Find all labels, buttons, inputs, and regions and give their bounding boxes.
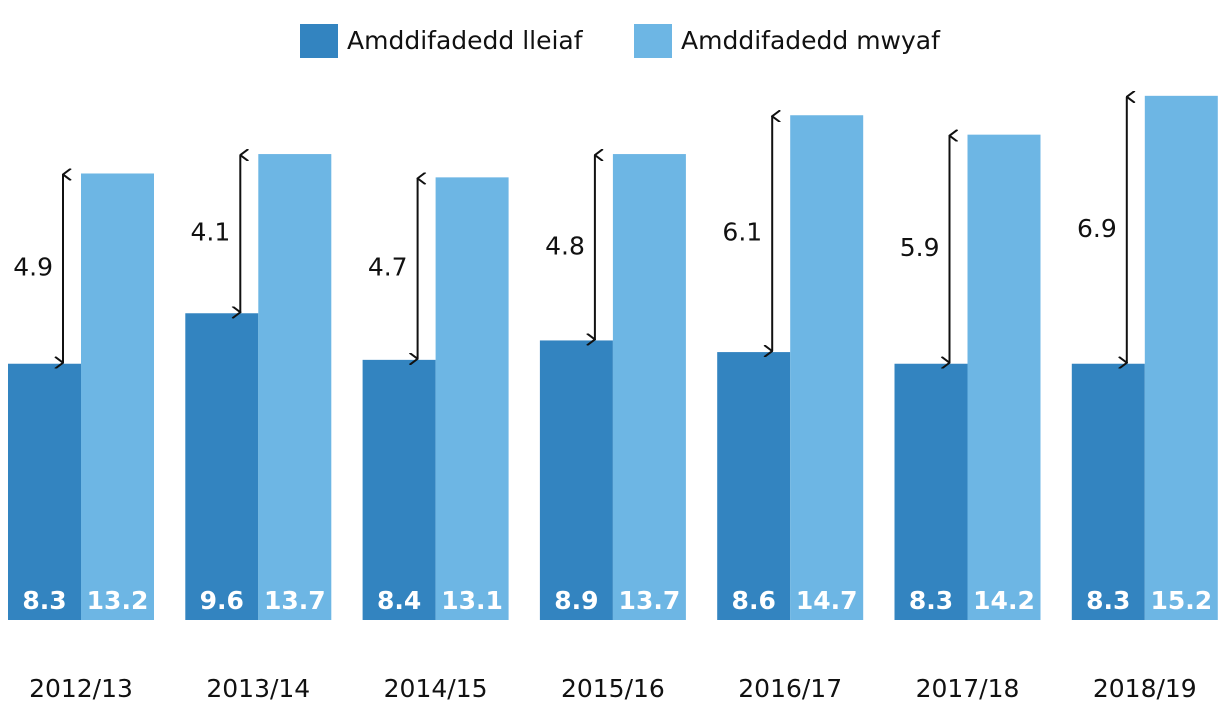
value-label: 15.2 [1150,586,1212,615]
value-label: 8.6 [732,586,776,615]
bar [539,340,613,620]
bar [81,173,154,620]
bar [1144,95,1218,621]
bar [894,363,968,620]
bar [1071,363,1145,620]
value-label: 8.4 [377,586,421,615]
gap-label: 6.1 [722,218,762,247]
value-label: 13.2 [87,586,149,615]
value-label: 14.7 [796,586,858,615]
value-label: 8.9 [554,586,598,615]
gap-label: 4.1 [191,218,231,247]
legend-label: Amddifadedd mwyaf [681,26,941,55]
gap-label: 5.9 [900,233,940,262]
bar [185,313,259,620]
gap-label: 4.7 [368,253,408,282]
bar [362,359,436,620]
x-tick-label: 2017/18 [916,674,1020,703]
value-label: 14.2 [973,586,1035,615]
x-tick-label: 2018/19 [1093,674,1197,703]
bar [8,363,81,620]
value-label: 9.6 [200,586,244,615]
value-label: 8.3 [1086,586,1130,615]
value-label: 8.3 [22,586,66,615]
x-tick-label: 2014/15 [384,674,488,703]
bar [717,352,791,620]
bar [612,154,686,620]
legend-label: Amddifadedd lleiaf [347,26,584,55]
gap-label: 4.9 [13,253,53,282]
value-label: 13.7 [619,586,681,615]
bar [790,115,864,620]
value-label: 8.3 [909,586,953,615]
bar [435,177,509,620]
bar [967,134,1041,621]
x-tick-label: 2013/14 [206,674,310,703]
gap-label: 4.8 [545,231,585,260]
x-tick-label: 2015/16 [561,674,665,703]
value-label: 13.7 [264,586,326,615]
x-tick-label: 2012/13 [29,674,133,703]
legend-swatch [634,24,672,58]
gap-label: 6.9 [1077,214,1117,243]
bar [258,154,332,620]
legend-swatch [300,24,338,58]
value-label: 13.1 [441,586,503,615]
x-tick-label: 2016/17 [738,674,842,703]
